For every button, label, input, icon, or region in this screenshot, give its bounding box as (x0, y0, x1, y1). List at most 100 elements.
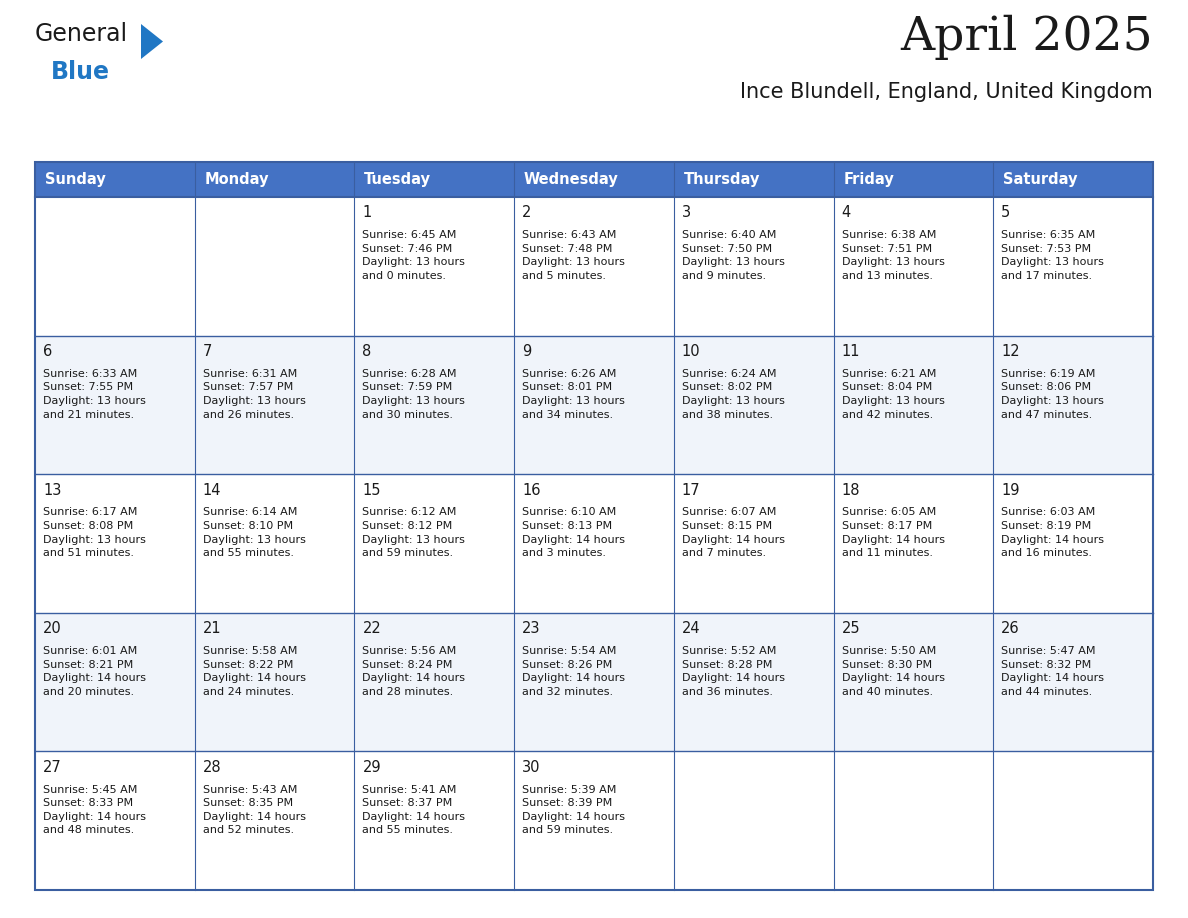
Text: Monday: Monday (204, 172, 268, 187)
Text: Sunrise: 6:17 AM
Sunset: 8:08 PM
Daylight: 13 hours
and 51 minutes.: Sunrise: 6:17 AM Sunset: 8:08 PM Dayligh… (43, 508, 146, 558)
Text: Saturday: Saturday (1003, 172, 1078, 187)
Text: 23: 23 (523, 621, 541, 636)
Bar (34, 162, 195, 197)
Text: 7: 7 (203, 344, 213, 359)
Bar (674, 752, 834, 890)
Bar (34, 162, 1154, 890)
Bar (674, 336, 834, 475)
Bar (195, 475, 354, 613)
Bar (514, 613, 674, 752)
Text: 19: 19 (1001, 483, 1019, 498)
Text: Sunrise: 6:35 AM
Sunset: 7:53 PM
Daylight: 13 hours
and 17 minutes.: Sunrise: 6:35 AM Sunset: 7:53 PM Dayligh… (1001, 230, 1104, 281)
Text: Friday: Friday (843, 172, 893, 187)
Text: Sunrise: 6:45 AM
Sunset: 7:46 PM
Daylight: 13 hours
and 0 minutes.: Sunrise: 6:45 AM Sunset: 7:46 PM Dayligh… (362, 230, 466, 281)
Bar (354, 162, 514, 197)
Text: Sunrise: 5:50 AM
Sunset: 8:30 PM
Daylight: 14 hours
and 40 minutes.: Sunrise: 5:50 AM Sunset: 8:30 PM Dayligh… (841, 646, 944, 697)
Text: Sunday: Sunday (45, 172, 106, 187)
Bar (514, 162, 674, 197)
Text: Blue: Blue (51, 60, 110, 84)
Bar (195, 752, 354, 890)
Bar (195, 613, 354, 752)
Text: Sunrise: 6:03 AM
Sunset: 8:19 PM
Daylight: 14 hours
and 16 minutes.: Sunrise: 6:03 AM Sunset: 8:19 PM Dayligh… (1001, 508, 1105, 558)
Text: Sunrise: 5:45 AM
Sunset: 8:33 PM
Daylight: 14 hours
and 48 minutes.: Sunrise: 5:45 AM Sunset: 8:33 PM Dayligh… (43, 785, 146, 835)
Text: Sunrise: 6:10 AM
Sunset: 8:13 PM
Daylight: 14 hours
and 3 minutes.: Sunrise: 6:10 AM Sunset: 8:13 PM Dayligh… (523, 508, 625, 558)
Bar (354, 613, 514, 752)
Text: Sunrise: 6:01 AM
Sunset: 8:21 PM
Daylight: 14 hours
and 20 minutes.: Sunrise: 6:01 AM Sunset: 8:21 PM Dayligh… (43, 646, 146, 697)
Text: Sunrise: 6:14 AM
Sunset: 8:10 PM
Daylight: 13 hours
and 55 minutes.: Sunrise: 6:14 AM Sunset: 8:10 PM Dayligh… (203, 508, 305, 558)
Bar (354, 475, 514, 613)
Text: 1: 1 (362, 206, 372, 220)
Bar (34, 336, 195, 475)
Polygon shape (141, 24, 163, 59)
Text: Sunrise: 6:28 AM
Sunset: 7:59 PM
Daylight: 13 hours
and 30 minutes.: Sunrise: 6:28 AM Sunset: 7:59 PM Dayligh… (362, 369, 466, 420)
Bar (674, 162, 834, 197)
Text: 28: 28 (203, 760, 221, 775)
Text: Sunrise: 6:26 AM
Sunset: 8:01 PM
Daylight: 13 hours
and 34 minutes.: Sunrise: 6:26 AM Sunset: 8:01 PM Dayligh… (523, 369, 625, 420)
Text: 14: 14 (203, 483, 221, 498)
Text: Sunrise: 5:43 AM
Sunset: 8:35 PM
Daylight: 14 hours
and 52 minutes.: Sunrise: 5:43 AM Sunset: 8:35 PM Dayligh… (203, 785, 305, 835)
Text: 24: 24 (682, 621, 701, 636)
Text: 17: 17 (682, 483, 701, 498)
Text: 3: 3 (682, 206, 691, 220)
Bar (834, 162, 993, 197)
Text: Sunrise: 6:31 AM
Sunset: 7:57 PM
Daylight: 13 hours
and 26 minutes.: Sunrise: 6:31 AM Sunset: 7:57 PM Dayligh… (203, 369, 305, 420)
Text: Thursday: Thursday (683, 172, 760, 187)
Text: 10: 10 (682, 344, 701, 359)
Text: 20: 20 (43, 621, 62, 636)
Text: 27: 27 (43, 760, 62, 775)
Text: Sunrise: 5:54 AM
Sunset: 8:26 PM
Daylight: 14 hours
and 32 minutes.: Sunrise: 5:54 AM Sunset: 8:26 PM Dayligh… (523, 646, 625, 697)
Bar (34, 197, 195, 336)
Bar (993, 162, 1154, 197)
Text: 15: 15 (362, 483, 381, 498)
Text: 21: 21 (203, 621, 221, 636)
Bar (514, 475, 674, 613)
Text: 8: 8 (362, 344, 372, 359)
Text: Sunrise: 6:12 AM
Sunset: 8:12 PM
Daylight: 13 hours
and 59 minutes.: Sunrise: 6:12 AM Sunset: 8:12 PM Dayligh… (362, 508, 466, 558)
Bar (354, 752, 514, 890)
Text: Sunrise: 5:52 AM
Sunset: 8:28 PM
Daylight: 14 hours
and 36 minutes.: Sunrise: 5:52 AM Sunset: 8:28 PM Dayligh… (682, 646, 785, 697)
Bar (354, 197, 514, 336)
Text: April 2025: April 2025 (901, 15, 1154, 61)
Bar (514, 197, 674, 336)
Text: 5: 5 (1001, 206, 1011, 220)
Text: 22: 22 (362, 621, 381, 636)
Text: 2: 2 (523, 206, 531, 220)
Bar (993, 752, 1154, 890)
Bar (195, 162, 354, 197)
Text: Sunrise: 6:24 AM
Sunset: 8:02 PM
Daylight: 13 hours
and 38 minutes.: Sunrise: 6:24 AM Sunset: 8:02 PM Dayligh… (682, 369, 785, 420)
Text: Ince Blundell, England, United Kingdom: Ince Blundell, England, United Kingdom (740, 82, 1154, 102)
Bar (34, 752, 195, 890)
Text: Sunrise: 6:33 AM
Sunset: 7:55 PM
Daylight: 13 hours
and 21 minutes.: Sunrise: 6:33 AM Sunset: 7:55 PM Dayligh… (43, 369, 146, 420)
Bar (354, 336, 514, 475)
Text: General: General (34, 22, 128, 46)
Bar (195, 197, 354, 336)
Bar (34, 475, 195, 613)
Text: Sunrise: 6:19 AM
Sunset: 8:06 PM
Daylight: 13 hours
and 47 minutes.: Sunrise: 6:19 AM Sunset: 8:06 PM Dayligh… (1001, 369, 1104, 420)
Bar (993, 613, 1154, 752)
Text: 25: 25 (841, 621, 860, 636)
Text: Sunrise: 5:56 AM
Sunset: 8:24 PM
Daylight: 14 hours
and 28 minutes.: Sunrise: 5:56 AM Sunset: 8:24 PM Dayligh… (362, 646, 466, 697)
Text: Sunrise: 6:38 AM
Sunset: 7:51 PM
Daylight: 13 hours
and 13 minutes.: Sunrise: 6:38 AM Sunset: 7:51 PM Dayligh… (841, 230, 944, 281)
Text: 16: 16 (523, 483, 541, 498)
Bar (195, 336, 354, 475)
Bar (674, 197, 834, 336)
Bar (34, 613, 195, 752)
Text: Sunrise: 6:21 AM
Sunset: 8:04 PM
Daylight: 13 hours
and 42 minutes.: Sunrise: 6:21 AM Sunset: 8:04 PM Dayligh… (841, 369, 944, 420)
Text: Sunrise: 5:47 AM
Sunset: 8:32 PM
Daylight: 14 hours
and 44 minutes.: Sunrise: 5:47 AM Sunset: 8:32 PM Dayligh… (1001, 646, 1105, 697)
Bar (993, 197, 1154, 336)
Text: Sunrise: 5:41 AM
Sunset: 8:37 PM
Daylight: 14 hours
and 55 minutes.: Sunrise: 5:41 AM Sunset: 8:37 PM Dayligh… (362, 785, 466, 835)
Text: 13: 13 (43, 483, 62, 498)
Text: 26: 26 (1001, 621, 1019, 636)
Text: 6: 6 (43, 344, 52, 359)
Text: 4: 4 (841, 206, 851, 220)
Text: Wednesday: Wednesday (524, 172, 619, 187)
Text: Sunrise: 6:40 AM
Sunset: 7:50 PM
Daylight: 13 hours
and 9 minutes.: Sunrise: 6:40 AM Sunset: 7:50 PM Dayligh… (682, 230, 785, 281)
Bar (993, 475, 1154, 613)
Text: Sunrise: 6:05 AM
Sunset: 8:17 PM
Daylight: 14 hours
and 11 minutes.: Sunrise: 6:05 AM Sunset: 8:17 PM Dayligh… (841, 508, 944, 558)
Bar (514, 336, 674, 475)
Text: 30: 30 (523, 760, 541, 775)
Bar (834, 613, 993, 752)
Text: 11: 11 (841, 344, 860, 359)
Text: 29: 29 (362, 760, 381, 775)
Bar (514, 752, 674, 890)
